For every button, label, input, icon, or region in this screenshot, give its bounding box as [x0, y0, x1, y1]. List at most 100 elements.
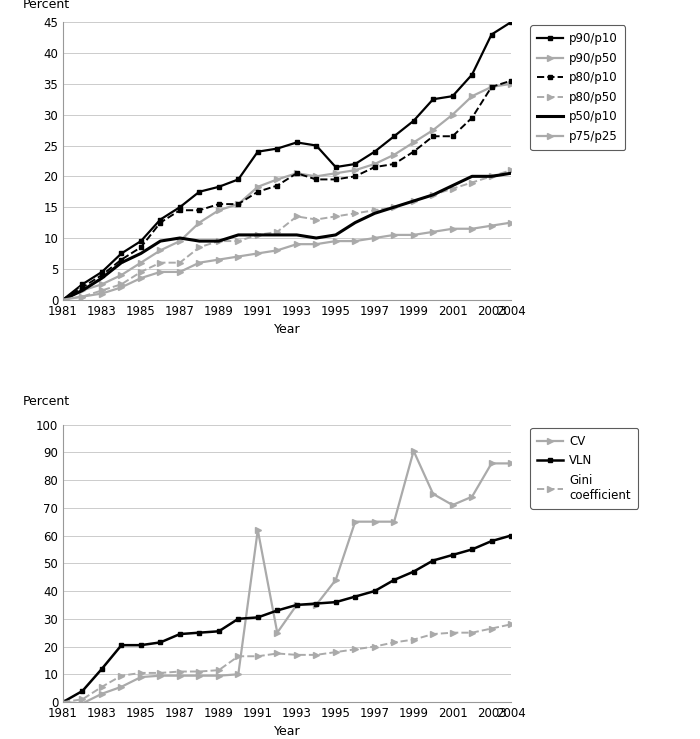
VLN	[390, 576, 398, 585]
VLN	[312, 599, 321, 608]
VLN	[176, 630, 184, 638]
Gini
coefficient	[449, 628, 457, 637]
p50/p10	[390, 202, 398, 211]
p80/p50	[234, 236, 242, 245]
p75/p25	[117, 283, 125, 292]
p80/p10	[468, 113, 476, 122]
CV	[429, 489, 438, 498]
VLN	[410, 568, 418, 576]
p90/p10	[253, 147, 262, 156]
p90/p10	[410, 117, 418, 126]
p90/p10	[156, 215, 164, 224]
Gini
coefficient	[410, 636, 418, 644]
p80/p10	[487, 83, 496, 92]
p90/p50	[449, 110, 457, 119]
p80/p10	[410, 147, 418, 156]
p80/p50	[117, 280, 125, 289]
p90/p50	[136, 258, 145, 267]
CV	[136, 672, 145, 681]
p50/p10	[176, 234, 184, 242]
p80/p10	[156, 218, 164, 227]
p80/p10	[351, 172, 359, 181]
p80/p50	[156, 258, 164, 267]
CV	[390, 517, 398, 526]
p80/p50	[332, 212, 340, 221]
X-axis label: Year: Year	[274, 726, 300, 738]
p90/p50	[390, 150, 398, 159]
p75/p25	[234, 252, 242, 261]
p90/p50	[429, 126, 438, 134]
p50/p10	[117, 258, 125, 267]
p75/p25	[215, 255, 223, 264]
p50/p10	[136, 249, 145, 258]
Gini
coefficient	[370, 642, 379, 651]
p75/p25	[59, 296, 67, 304]
Gini
coefficient	[98, 682, 106, 691]
p80/p50	[449, 184, 457, 193]
CV	[195, 671, 204, 680]
p75/p25	[487, 221, 496, 230]
Gini
coefficient	[117, 671, 125, 680]
CV	[332, 576, 340, 585]
p90/p50	[253, 183, 262, 191]
p75/p25	[293, 239, 301, 248]
Gini
coefficient	[78, 695, 87, 704]
p80/p50	[507, 166, 515, 174]
Line: p75/p25: p75/p25	[60, 219, 514, 302]
Gini
coefficient	[312, 650, 321, 659]
p80/p10	[136, 243, 145, 252]
p80/p10	[215, 200, 223, 208]
p75/p25	[136, 273, 145, 282]
p90/p10	[351, 160, 359, 168]
CV	[351, 517, 359, 526]
p80/p10	[390, 160, 398, 168]
p90/p50	[98, 280, 106, 289]
p90/p10	[117, 249, 125, 258]
Gini
coefficient	[156, 669, 164, 678]
Text: Percent: Percent	[22, 395, 70, 408]
p80/p50	[370, 206, 379, 215]
p80/p10	[59, 296, 67, 304]
p90/p50	[195, 218, 204, 227]
Line: VLN: VLN	[61, 533, 513, 704]
p75/p25	[390, 231, 398, 239]
CV	[253, 525, 262, 534]
p90/p50	[312, 172, 321, 181]
p90/p10	[215, 183, 223, 191]
p90/p50	[156, 246, 164, 255]
VLN	[293, 601, 301, 610]
CV	[273, 628, 281, 637]
p90/p10	[136, 236, 145, 245]
VLN	[98, 664, 106, 673]
p90/p50	[293, 168, 301, 177]
p80/p50	[351, 209, 359, 218]
VLN	[78, 687, 87, 695]
VLN	[351, 592, 359, 601]
VLN	[487, 537, 496, 545]
p75/p25	[253, 249, 262, 258]
p80/p10	[429, 132, 438, 140]
p80/p50	[429, 191, 438, 200]
Gini
coefficient	[390, 638, 398, 647]
p90/p50	[59, 296, 67, 304]
VLN	[429, 556, 438, 565]
VLN	[332, 598, 340, 607]
p90/p10	[195, 187, 204, 196]
p75/p25	[429, 228, 438, 236]
p80/p10	[293, 168, 301, 177]
p80/p50	[468, 178, 476, 187]
p50/p10	[156, 236, 164, 245]
p50/p10	[410, 197, 418, 205]
VLN	[195, 628, 204, 637]
p75/p25	[78, 292, 87, 301]
p75/p25	[156, 268, 164, 276]
p75/p25	[176, 268, 184, 276]
Text: Percent: Percent	[22, 0, 70, 11]
p90/p50	[273, 175, 281, 184]
VLN	[449, 551, 457, 559]
p90/p10	[332, 163, 340, 171]
Gini
coefficient	[59, 698, 67, 706]
p80/p50	[487, 172, 496, 181]
p90/p10	[312, 141, 321, 150]
VLN	[253, 613, 262, 621]
